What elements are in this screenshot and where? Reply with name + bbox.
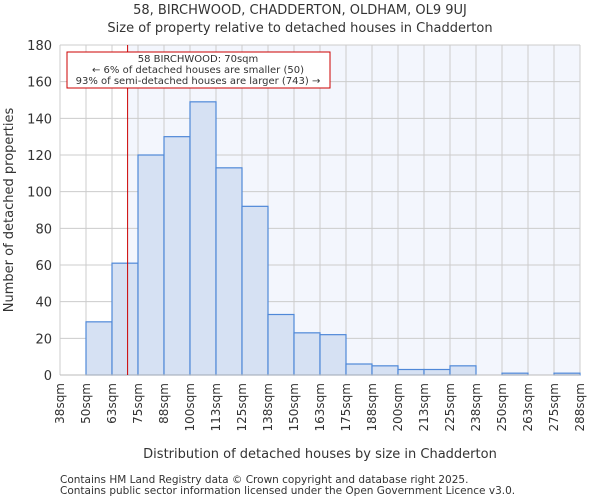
y-axis-label: Number of detached properties xyxy=(2,108,17,313)
x-tick-label: 125sqm xyxy=(235,383,249,431)
histogram-bar xyxy=(241,205,269,376)
x-tick-label: 225sqm xyxy=(443,383,457,431)
annotation-line-1: 58 BIRCHWOOD: 70sqm xyxy=(138,54,259,65)
x-tick-label: 163sqm xyxy=(313,383,327,431)
x-tick-label: 288sqm xyxy=(573,383,587,431)
chart-subtitle: Size of property relative to detached ho… xyxy=(107,21,492,36)
y-tick-label: 140 xyxy=(27,112,52,127)
y-tick-label: 0 xyxy=(44,369,52,384)
y-tick-label: 100 xyxy=(27,186,52,201)
histogram-bar xyxy=(345,363,373,376)
x-tick-label: 188sqm xyxy=(365,383,379,431)
y-tick-label: 20 xyxy=(35,332,52,347)
chart-title: 58, BIRCHWOOD, CHADDERTON, OLDHAM, OL9 9… xyxy=(133,3,467,18)
x-tick-label: 175sqm xyxy=(339,383,353,431)
footer-line-2: Contains public sector information licen… xyxy=(60,485,515,497)
y-tick-label: 40 xyxy=(35,296,52,311)
annotation-line-3: 93% of semi-detached houses are larger (… xyxy=(76,76,321,87)
histogram-bar xyxy=(371,365,399,376)
x-tick-label: 38sqm xyxy=(53,383,67,424)
x-tick-label: 263sqm xyxy=(521,383,535,431)
histogram-bar xyxy=(449,365,477,376)
histogram-bar xyxy=(319,334,347,376)
histogram-bar xyxy=(397,368,425,376)
y-tick-label: 180 xyxy=(27,39,52,54)
histogram-bar xyxy=(85,321,113,376)
histogram-bar xyxy=(163,136,191,376)
histogram-bar xyxy=(423,368,451,376)
y-tick-label: 60 xyxy=(35,259,52,274)
histogram-bar xyxy=(293,332,321,376)
x-tick-label: 88sqm xyxy=(157,383,171,424)
y-tick-label: 80 xyxy=(35,222,52,237)
x-tick-label: 63sqm xyxy=(105,383,119,424)
x-tick-label: 113sqm xyxy=(209,383,223,431)
x-tick-label: 138sqm xyxy=(261,383,275,431)
x-tick-label: 213sqm xyxy=(417,383,431,431)
histogram-bar xyxy=(215,167,243,376)
x-axis-label: Distribution of detached houses by size … xyxy=(143,447,497,462)
x-tick-label: 100sqm xyxy=(183,383,197,431)
histogram-bar xyxy=(111,262,139,376)
histogram-bar xyxy=(137,154,165,376)
histogram-bar xyxy=(267,313,295,376)
x-tick-label: 75sqm xyxy=(131,383,145,424)
histogram-bar xyxy=(189,101,217,376)
x-tick-label: 50sqm xyxy=(79,383,93,424)
x-tick-label: 150sqm xyxy=(287,383,301,431)
x-tick-label: 200sqm xyxy=(391,383,405,431)
annotation-box: 58 BIRCHWOOD: 70sqm ← 6% of detached hou… xyxy=(66,51,331,89)
y-tick-label: 120 xyxy=(27,149,52,164)
footer-line-1: Contains HM Land Registry data © Crown c… xyxy=(60,474,468,486)
x-tick-label: 238sqm xyxy=(469,383,483,431)
annotation-line-2: ← 6% of detached houses are smaller (50) xyxy=(92,65,304,76)
x-tick-label: 250sqm xyxy=(495,383,509,431)
y-tick-label: 160 xyxy=(27,76,52,91)
x-tick-label: 275sqm xyxy=(547,383,561,431)
